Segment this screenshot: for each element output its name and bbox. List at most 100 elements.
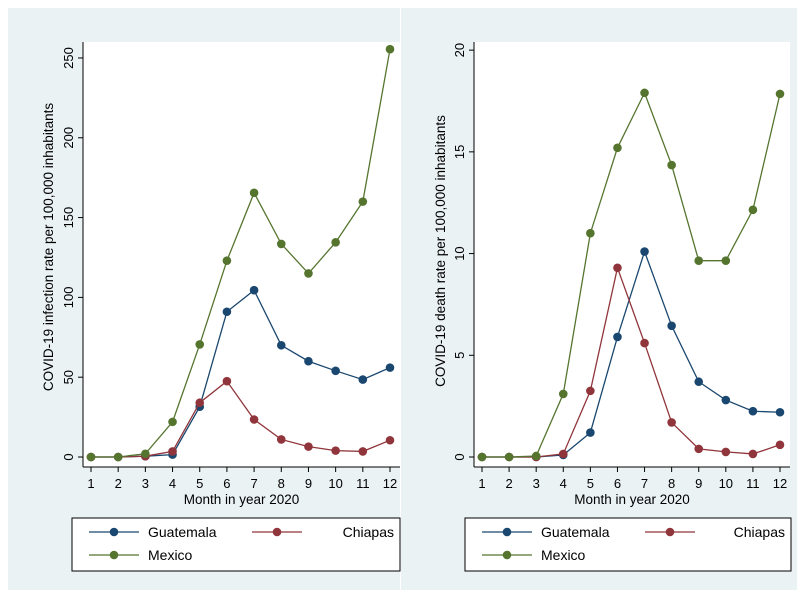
death-chiapas-point [640, 338, 649, 348]
infection-x-tick-label: 4 [169, 476, 176, 491]
infection-mexico-point [113, 452, 123, 462]
death-y-tick-label: 5 [452, 352, 467, 359]
infection-mexico-point [358, 197, 368, 206]
death-mexico-point [613, 143, 622, 153]
infection-y-tick-label: 200 [61, 127, 76, 149]
death-legend-guatemala-marker [502, 527, 512, 537]
infection-mexico-point [168, 417, 177, 427]
death-mexico-point [640, 88, 649, 98]
infection-x-tick-label: 11 [356, 476, 370, 491]
death-x-tick-label: 6 [614, 476, 621, 491]
infection-chiapas-point [358, 447, 368, 456]
death-mexico-point [531, 451, 541, 461]
death-guatemala-point [748, 406, 758, 416]
infection-plot-area [83, 42, 400, 467]
infection-chiapas-point [331, 446, 340, 455]
death-guatemala-point [667, 321, 676, 331]
death-guatemala-point [694, 377, 704, 387]
infection-chiapas-point [304, 442, 313, 451]
infection-x-tick-label: 12 [383, 476, 397, 491]
infection-x-tick-label: 1 [87, 476, 94, 491]
death-x-tick-label: 3 [533, 476, 540, 491]
infection-y-tick-label: 0 [61, 453, 76, 460]
death-y-tick-label: 15 [452, 145, 467, 159]
death-x-tick-label: 9 [695, 476, 702, 491]
death-guatemala-point [775, 407, 785, 417]
death-x-tick-label: 2 [505, 476, 512, 491]
infection-guatemala-point [249, 285, 259, 295]
infection-chiapas-point [276, 435, 286, 444]
infection-guatemala-point [385, 363, 395, 372]
death-legend-box [464, 517, 792, 572]
infection-x-tick-label: 3 [142, 476, 149, 491]
death-y-tick-label: 10 [452, 246, 467, 260]
infection-guatemala-point [358, 375, 368, 384]
death-mexico-point [775, 89, 785, 99]
infection-chiapas-point [385, 435, 395, 445]
infection-x-tick-label: 5 [196, 476, 203, 491]
death-legend-chiapas-label: Chiapas [734, 524, 785, 540]
death-guatemala-point [721, 395, 731, 405]
death-guatemala-point [613, 332, 622, 342]
death-x-tick-label: 5 [587, 476, 594, 491]
infection-guatemala-point [304, 356, 313, 366]
death-mexico-point [586, 228, 595, 238]
death-chiapas-point [721, 447, 731, 457]
death-x-tick-label: 4 [560, 476, 567, 491]
infection-chiapas-line [91, 380, 391, 458]
infection-legend-chiapas-marker [272, 527, 282, 537]
death-y-tick-label: 20 [452, 43, 467, 57]
infection-legend-guatemala-marker [109, 527, 119, 537]
infection-y-tick-label: 50 [61, 370, 76, 384]
infection-x-tick-label: 7 [250, 476, 257, 491]
infection-x-tick-label: 8 [278, 476, 285, 491]
infection-guatemala-point [222, 307, 232, 317]
death-legend-guatemala-label: Guatemala [541, 524, 610, 540]
death-chiapas-line [482, 265, 781, 458]
infection-guatemala-point [276, 340, 286, 350]
infection-chiapas-point [222, 376, 232, 386]
death-legend-mexico-marker [502, 550, 512, 560]
infection-legend-mexico-marker [109, 550, 119, 560]
infection-x-tick-label: 2 [115, 476, 122, 491]
death-guatemala-point [586, 428, 595, 437]
infection-x-tick-label: 10 [328, 476, 342, 491]
death-guatemala-point [640, 247, 649, 256]
infection-mexico-point [276, 239, 286, 249]
death-legend-chiapas-marker [665, 527, 675, 537]
infection-mexico-point [141, 449, 150, 459]
death-mexico-point [477, 452, 487, 462]
death-legend-mexico-label: Mexico [541, 547, 586, 563]
death-mexico-point [694, 256, 704, 265]
infection-mexico-point [86, 452, 96, 462]
infection-guatemala-point [331, 366, 340, 376]
infection-legend: Guatemala Chiapas Mexico [71, 517, 401, 572]
death-chiapas-point [558, 449, 568, 459]
infection-mexico-point [304, 269, 313, 278]
infection-mexico-point [222, 256, 232, 265]
infection-legend-guatemala-label: Guatemala [148, 524, 217, 540]
death-x-tick-label: 7 [641, 476, 648, 491]
infection-x-tick-label: 9 [305, 476, 312, 491]
death-plot-area [474, 42, 790, 467]
infection-mexico-point [385, 44, 395, 54]
death-chiapas-point [667, 418, 676, 427]
infection-mexico-point [195, 340, 205, 349]
infection-chiapas-point [195, 398, 205, 408]
death-mexico-point [558, 389, 568, 399]
death-mexico-point [504, 452, 514, 462]
infection-mexico-point [249, 188, 259, 198]
infection-y-axis-title: COVID-19 infection rate per 100,000 inha… [41, 103, 56, 391]
death-mexico-point [667, 160, 676, 170]
death-chiapas-point [775, 440, 785, 450]
infection-mexico-line [91, 49, 391, 458]
infection-legend-mexico-label: Mexico [148, 547, 193, 563]
infection-legend-box [71, 517, 401, 572]
death-chiapas-point [694, 444, 704, 454]
death-x-axis-title: Month in year 2020 [574, 492, 690, 507]
death-chiapas-point [613, 263, 622, 273]
